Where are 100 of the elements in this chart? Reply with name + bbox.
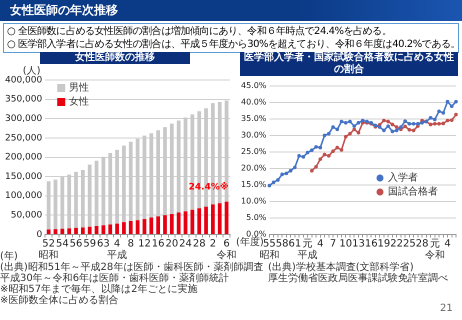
y-tick-label: 150,000 [5, 172, 42, 182]
y-tick-label: 400,000 [5, 75, 42, 86]
point [432, 118, 437, 122]
y-tick-label: 25.0% [240, 146, 267, 156]
point [446, 118, 450, 122]
point [352, 124, 356, 128]
point [360, 118, 365, 122]
point [408, 122, 412, 126]
x-tick-label: 28 [192, 238, 206, 250]
bar [60, 228, 64, 234]
point [310, 148, 314, 152]
legend-label: 入学者 [388, 172, 418, 184]
point [314, 145, 318, 149]
point [340, 120, 344, 124]
y-tick-label: 45.0% [240, 80, 267, 90]
text: (出典)学校基本調査(文部科学省) [268, 262, 414, 273]
bar [190, 210, 194, 234]
point [412, 128, 416, 132]
text: 平成 [298, 250, 318, 261]
text: ○ 全医師数に占める女性医師の割合は増加傾向にあり、令和６年時点で24.4%を占める。 [7, 25, 392, 38]
point [399, 125, 403, 129]
text: 平成30年～令和6年は医師・歯科医師・薬剤師統計 [0, 273, 230, 284]
text: 女性医師の年次推移 [0, 0, 462, 21]
x-tick-label: 28 [416, 238, 428, 250]
point [335, 128, 340, 132]
point [450, 118, 454, 122]
point [382, 118, 386, 122]
y-tick-label: 5.0% [246, 213, 267, 222]
point [394, 125, 398, 129]
x-tick-label: 7 [330, 238, 336, 250]
x-tick-label: 16 [152, 238, 165, 250]
y-tick-label: 350,000 [5, 94, 42, 105]
point [403, 124, 407, 128]
point [293, 166, 297, 170]
x-tick-label: 19 [378, 238, 390, 250]
point [437, 122, 441, 126]
bar [74, 228, 78, 234]
bar [80, 228, 85, 234]
x-tick-label: 58 [276, 238, 289, 250]
point [454, 100, 458, 104]
legend-label: 女性 [69, 96, 90, 108]
point [454, 112, 458, 116]
point [318, 157, 322, 161]
bar [218, 203, 222, 234]
bar [197, 208, 202, 234]
point [344, 134, 348, 138]
bar [122, 222, 126, 234]
bar [224, 202, 228, 234]
annotation: 24.4%※ [188, 182, 229, 193]
point [268, 184, 272, 188]
point [284, 172, 288, 176]
text: (出典)昭和51年～平成28年は医師・歯科医師・薬剤師調査 [0, 262, 264, 273]
text: 令和 [216, 250, 237, 261]
bar [136, 220, 140, 234]
point [394, 128, 398, 132]
x-axis-title: (年度) [236, 237, 264, 248]
x-tick-label: 13 [352, 238, 365, 250]
bar [46, 229, 51, 234]
x-tick-label: 10 [339, 238, 352, 250]
bar [204, 206, 208, 234]
point [331, 125, 335, 129]
point [441, 111, 446, 115]
bar [149, 218, 154, 234]
bar [176, 212, 181, 234]
text: 21 [440, 303, 453, 314]
text: 平成 [107, 250, 128, 261]
chart-title: 女性医師数の推移 [40, 52, 190, 64]
point [386, 120, 390, 124]
chart-title: 医学部入学者・国家試験合格者数に占める女性の割合 [240, 52, 458, 76]
point [344, 121, 348, 125]
point [390, 122, 394, 126]
point [403, 119, 407, 123]
point [340, 148, 344, 152]
point [297, 154, 301, 158]
x-tick-label: 59 [83, 238, 96, 250]
x-tick-label: 元 [430, 238, 440, 250]
x-tick-label: 12 [138, 238, 151, 250]
y-tick-label: 40.0% [240, 97, 267, 106]
bar [67, 228, 72, 234]
point [306, 150, 310, 154]
point [272, 180, 276, 184]
bar [142, 219, 146, 234]
point [326, 132, 331, 136]
point [348, 132, 352, 136]
x-tick-label: 8 [128, 238, 134, 250]
point [428, 122, 432, 126]
x-axis-title: (年) [0, 251, 18, 262]
y-tick-label: 30.0% [240, 130, 267, 140]
point [382, 128, 386, 132]
text: 令和 [424, 250, 445, 261]
text: 昭和 [259, 250, 280, 261]
y-tick-label: 15.0% [240, 180, 267, 190]
point [322, 152, 326, 156]
point [348, 120, 352, 124]
point [441, 122, 446, 126]
y-tick-label: 50,000 [10, 210, 42, 221]
text: ※医師数全体に占める割合 [0, 295, 120, 306]
point [331, 149, 335, 154]
x-tick-label: 4 [114, 238, 120, 250]
point [432, 122, 437, 126]
